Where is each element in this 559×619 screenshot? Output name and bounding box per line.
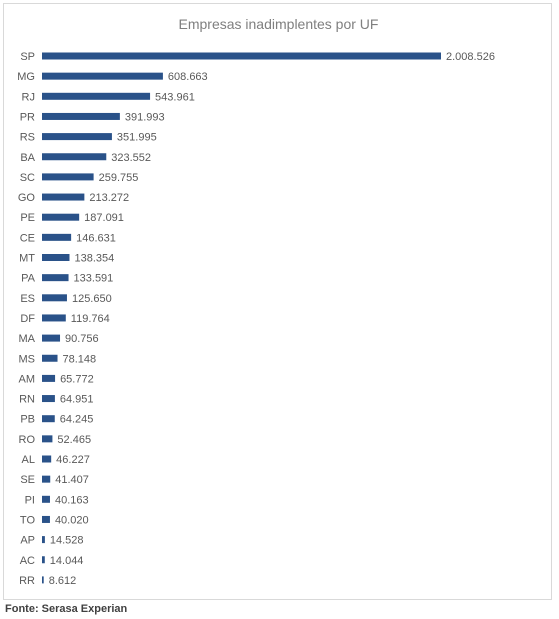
value-label-ac: 14.044 [50, 555, 84, 567]
category-label-ac: AC [20, 555, 35, 567]
category-label-al: AL [22, 454, 35, 466]
value-label-ro: 52.465 [57, 434, 91, 446]
category-label-mt: MT [19, 253, 35, 265]
bar-ma [42, 334, 61, 342]
bar-to [42, 515, 50, 523]
value-label-pa: 133.591 [74, 273, 114, 285]
category-label-ro: RO [19, 434, 36, 446]
value-label-pi: 40.163 [55, 494, 89, 506]
value-label-rn: 64.951 [60, 394, 94, 406]
category-label-sp: SP [20, 51, 35, 63]
bar-pe [42, 213, 80, 221]
bar-ap [42, 536, 45, 544]
bar-rj [42, 92, 151, 100]
bar-df [42, 314, 66, 322]
bar-ro [42, 435, 53, 443]
value-label-rj: 543.961 [155, 91, 195, 103]
bar-rs [42, 133, 112, 141]
value-label-go: 213.272 [89, 192, 129, 204]
category-label-rr: RR [19, 575, 35, 587]
bar-chart: SP 2.008.526 MG 608.663 RJ 543.961 PR 391.993 RS… [17, 51, 495, 587]
bar-ac [42, 556, 45, 564]
bar-ba [42, 153, 107, 161]
category-label-rs: RS [20, 132, 35, 144]
value-label-mg: 608.663 [168, 71, 208, 83]
category-label-am: AM [19, 373, 36, 385]
value-label-mt: 138.354 [74, 253, 114, 265]
value-label-ba: 323.552 [111, 152, 151, 164]
source-note: Fonte: Serasa Experian [5, 603, 128, 615]
category-label-go: GO [18, 192, 36, 204]
category-label-df: DF [20, 313, 35, 325]
value-label-rs: 351.995 [117, 132, 157, 144]
category-label-ap: AP [20, 535, 35, 547]
category-label-pr: PR [20, 111, 35, 123]
bar-pi [42, 495, 50, 503]
bar-pa [42, 274, 69, 282]
value-label-se: 41.407 [55, 474, 89, 486]
chart-title: Empresas inadimplentes por UF [178, 16, 379, 32]
value-label-al: 46.227 [56, 454, 90, 466]
category-label-mg: MG [17, 71, 35, 83]
category-label-ba: BA [20, 152, 35, 164]
value-label-sp: 2.008.526 [446, 51, 495, 63]
bar-am [42, 374, 56, 382]
category-label-rj: RJ [22, 91, 35, 103]
value-label-ms: 78.148 [63, 353, 97, 365]
value-label-pe: 187.091 [84, 212, 124, 224]
bar-pb [42, 415, 55, 423]
category-label-to: TO [20, 514, 36, 526]
category-label-rn: RN [19, 394, 35, 406]
category-label-pi: PI [25, 494, 35, 506]
bar-mt [42, 254, 70, 261]
bar-ce [42, 233, 72, 241]
value-label-es: 125.650 [72, 293, 112, 305]
category-label-es: ES [20, 293, 35, 305]
value-label-ce: 146.631 [76, 232, 116, 244]
category-label-pa: PA [21, 273, 36, 285]
category-label-sc: SC [20, 172, 35, 184]
bar-sp [42, 52, 441, 60]
bar-pr [42, 112, 120, 120]
bar-mg [42, 72, 163, 80]
value-label-ma: 90.756 [65, 333, 99, 345]
value-label-pr: 391.993 [125, 111, 165, 123]
bar-se [42, 475, 51, 483]
bar-es [42, 294, 67, 302]
category-label-pb: PB [20, 414, 35, 426]
chart-frame: Empresas inadimplentes por UF SP 2.008.52… [3, 3, 552, 600]
value-label-df: 119.764 [71, 313, 110, 325]
category-label-se: SE [20, 474, 35, 486]
bar-go [42, 193, 85, 201]
bar-rr [42, 576, 44, 584]
value-label-pb: 64.245 [60, 414, 94, 426]
bar-rn [42, 395, 55, 403]
value-label-ap: 14.528 [50, 535, 84, 547]
value-label-rr: 8.612 [49, 575, 77, 587]
category-label-ms: MS [19, 353, 36, 365]
bar-sc [42, 173, 94, 181]
value-label-to: 40.020 [55, 514, 89, 526]
bar-al [42, 455, 52, 463]
category-label-ma: MA [19, 333, 36, 345]
value-label-sc: 259.755 [99, 172, 139, 184]
category-label-pe: PE [20, 212, 35, 224]
bar-ms [42, 354, 58, 362]
category-label-ce: CE [20, 232, 35, 244]
value-label-am: 65.772 [60, 373, 94, 385]
